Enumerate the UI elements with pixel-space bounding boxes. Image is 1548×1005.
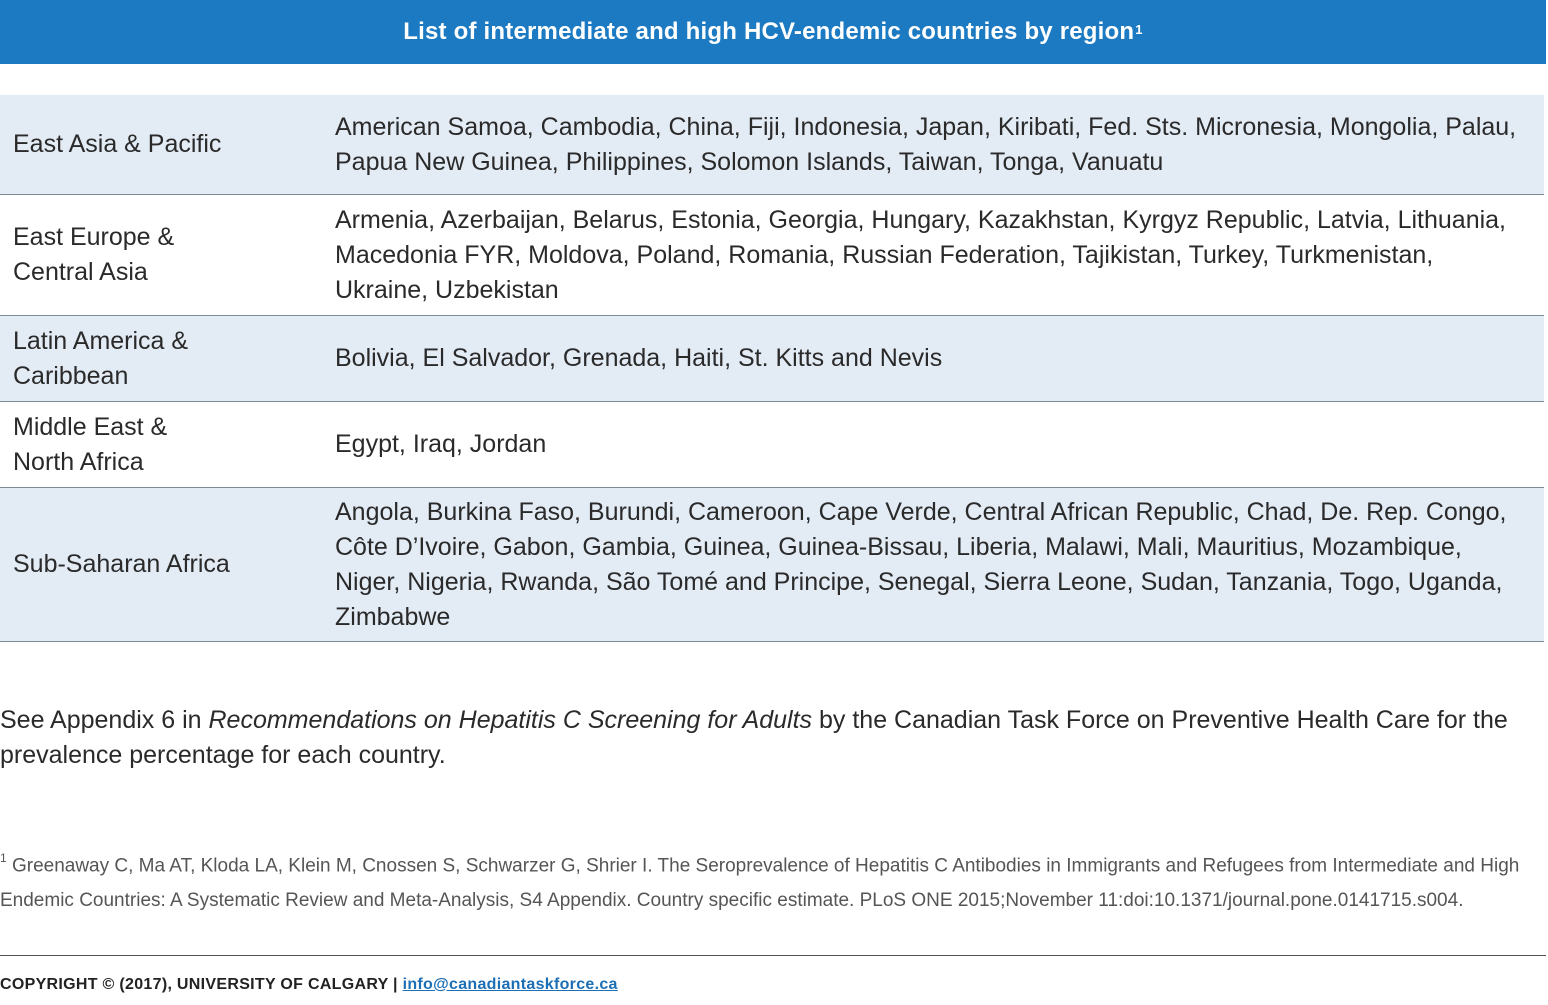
endemic-countries-table: East Asia & Pacific American Samoa, Camb… (0, 95, 1544, 642)
note-text-start: See Appendix 6 in (0, 706, 209, 734)
note-text-end: by the Canadian Task Force on Preventive… (0, 706, 1508, 769)
copyright-text: COPYRIGHT © (2017), UNIVERSITY OF CALGAR… (0, 976, 403, 993)
table-row: Latin America & Caribbean Bolivia, El Sa… (0, 316, 1544, 402)
region-cell: Sub-Saharan Africa (13, 550, 230, 578)
region-cell: East Asia & Pacific (13, 130, 222, 158)
table-row: Middle East & North Africa Egypt, Iraq, … (0, 402, 1544, 488)
table-row: East Europe & Central Asia Armenia, Azer… (0, 195, 1544, 316)
divider (0, 955, 1546, 956)
title-footnote-marker: 1 (1135, 21, 1143, 37)
appendix-note: See Appendix 6 in Recommendations on Hep… (0, 703, 1546, 773)
countries-cell: Bolivia, El Salvador, Grenada, Haiti, St… (335, 344, 943, 372)
region-cell: Middle East & North Africa (13, 412, 168, 476)
footnote: 1 Greenaway C, Ma AT, Kloda LA, Klein M,… (0, 843, 1520, 918)
report-title: Recommendations on Hepatitis C Screening… (208, 706, 813, 734)
table-row: Sub-Saharan Africa Angola, Burkina Faso,… (0, 488, 1544, 642)
region-cell: Latin America & Caribbean (13, 326, 189, 390)
countries-cell: American Samoa, Cambodia, China, Fiji, I… (335, 112, 1517, 176)
countries-cell: Angola, Burkina Faso, Burundi, Cameroon,… (335, 497, 1507, 631)
contact-email-link[interactable]: info@canadiantaskforce.ca (402, 976, 618, 993)
footnote-marker: 1 (0, 851, 7, 865)
copyright-line: COPYRIGHT © (2017), UNIVERSITY OF CALGAR… (0, 976, 618, 994)
table-title: List of intermediate and high HCV-endemi… (403, 18, 1135, 45)
footnote-text: Greenaway C, Ma AT, Kloda LA, Klein M, C… (0, 855, 1520, 912)
countries-cell: Armenia, Azerbaijan, Belarus, Estonia, G… (335, 205, 1506, 304)
table-row: East Asia & Pacific American Samoa, Camb… (0, 95, 1544, 195)
region-cell: East Europe & Central Asia (13, 223, 175, 286)
table-title-banner: List of intermediate and high HCV-endemi… (0, 0, 1546, 64)
countries-cell: Egypt, Iraq, Jordan (335, 430, 547, 458)
